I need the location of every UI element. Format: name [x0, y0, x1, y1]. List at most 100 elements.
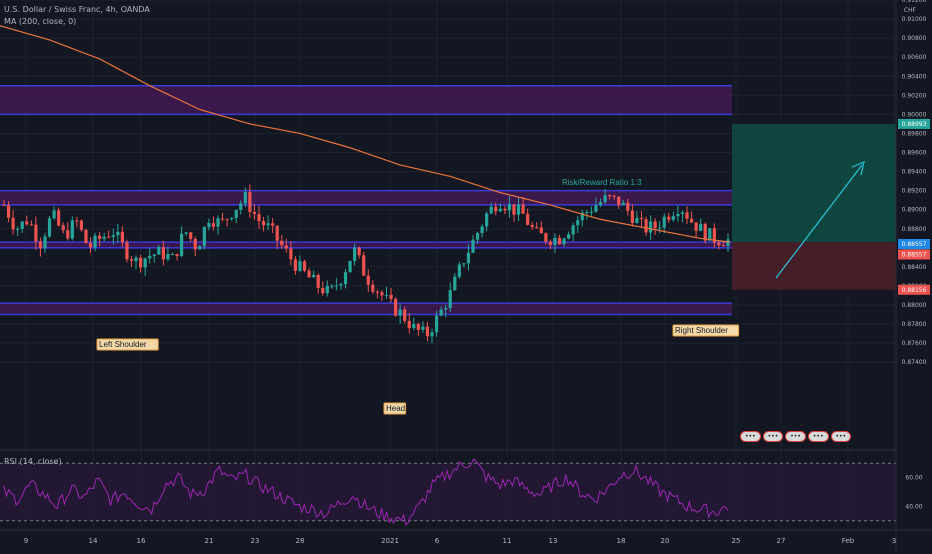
y-tick-label: 0.87800: [902, 321, 927, 328]
candle-body: [225, 219, 229, 221]
stop-price-tag: 0.88156: [902, 287, 927, 294]
candle-body: [617, 196, 621, 206]
candle-body: [307, 270, 311, 278]
x-tick-label: 13: [549, 537, 558, 545]
candle-body: [489, 206, 493, 214]
candle-body: [107, 236, 111, 238]
y-tick-label: 0.90800: [902, 35, 927, 42]
x-tick-label: 20: [661, 537, 670, 545]
candle-body: [471, 239, 475, 253]
x-tick-label: 3: [892, 537, 896, 545]
y-tick-label: 0.90600: [902, 54, 927, 61]
candle-body: [139, 257, 143, 268]
event-badge[interactable]: •••: [785, 431, 806, 442]
x-tick-label: 6: [435, 537, 440, 545]
candle-body: [371, 284, 375, 292]
target-price-tag-bg: [898, 118, 930, 129]
candle-body: [129, 259, 134, 262]
candle-body: [261, 221, 266, 226]
candle-body: [93, 235, 97, 248]
rsi-line: [3, 458, 729, 527]
resistance-zone: [0, 190, 732, 205]
left-shoulder-label: Left Shoulder: [99, 340, 147, 349]
candle-body: [166, 254, 170, 260]
stop-price-tag-bg: [898, 284, 930, 295]
candle-body: [207, 222, 211, 227]
risk-reward-label: Risk/Reward Ratio 1:3: [562, 178, 642, 187]
candle-body: [366, 275, 370, 285]
candle-body: [321, 287, 325, 294]
candle-body: [66, 230, 70, 239]
candle-body: [330, 285, 334, 287]
candle-body: [343, 272, 348, 285]
rsi-legend[interactable]: RSI (14, close): [4, 457, 62, 466]
candle-body: [685, 212, 689, 219]
candle-body: [694, 222, 698, 231]
ma-legend[interactable]: MA (200, close, 0): [4, 17, 77, 26]
candle-body: [653, 221, 657, 229]
price-axis-bg: [896, 0, 932, 550]
candle-body: [562, 238, 566, 245]
rsi-tick-label: 60.00: [905, 475, 922, 482]
event-badge[interactable]: •••: [830, 431, 852, 442]
candle-body: [689, 218, 694, 223]
candle-body: [57, 210, 61, 226]
y-tick-label: 0.89000: [902, 207, 927, 214]
event-badge[interactable]: •••: [762, 431, 784, 442]
candle-body: [211, 222, 216, 227]
ma-line: [0, 25, 731, 243]
y-tick-label: 0.89400: [902, 169, 927, 176]
candle-body: [120, 231, 124, 243]
candle-body: [721, 245, 726, 247]
resistance-zone: [0, 242, 732, 248]
candle-body: [239, 203, 243, 210]
y-tick-label: 0.90400: [902, 73, 927, 80]
candle-body: [580, 212, 584, 221]
candle-body: [184, 232, 188, 234]
y-tick-label: 0.91200: [902, 0, 927, 4]
candle-body: [312, 275, 316, 278]
candle-body: [75, 220, 79, 222]
candle-body: [503, 208, 507, 211]
event-badge[interactable]: •••: [807, 431, 829, 442]
candle-body: [353, 247, 357, 261]
candle-body: [43, 236, 47, 249]
trend-arrow: [775, 164, 863, 279]
candle-body: [439, 309, 443, 316]
candle-body: [521, 204, 525, 214]
candle-body: [603, 195, 607, 203]
arrow-head: [851, 160, 865, 176]
candle-body: [230, 217, 234, 220]
symbol-title[interactable]: U.S. Dollar / Swiss Franc, 4h, OANDA: [4, 5, 150, 14]
price-tag: 0.88557: [902, 252, 927, 259]
candle-body: [475, 233, 480, 240]
candle-body: [644, 219, 648, 233]
x-tick-label: 11: [503, 537, 512, 545]
candle-body: [234, 209, 238, 218]
candle-body: [453, 276, 457, 291]
y-tick-label: 0.88400: [902, 264, 927, 271]
candle-body: [594, 205, 598, 212]
candle-body: [125, 242, 129, 260]
candle-body: [298, 261, 302, 271]
economic-events[interactable]: ••• ••• ••• ••• •••: [740, 431, 852, 442]
candle-body: [357, 247, 361, 256]
candle-body: [507, 204, 512, 211]
event-badge[interactable]: •••: [740, 431, 761, 442]
candle-body: [530, 224, 534, 228]
candle-body: [544, 233, 548, 242]
candle-body: [612, 195, 616, 197]
y-tick-label: 0.91000: [902, 16, 927, 23]
candle-body: [412, 323, 416, 329]
candle-body: [134, 257, 138, 262]
candle-body: [589, 211, 593, 213]
candle-body: [676, 213, 680, 217]
candle-body: [717, 242, 721, 246]
candle-body: [421, 326, 425, 330]
left-shoulder-label-bg: [96, 338, 159, 351]
candle-body: [293, 259, 298, 271]
y-tick-label: 0.88800: [902, 226, 927, 233]
candle-body: [699, 223, 703, 231]
